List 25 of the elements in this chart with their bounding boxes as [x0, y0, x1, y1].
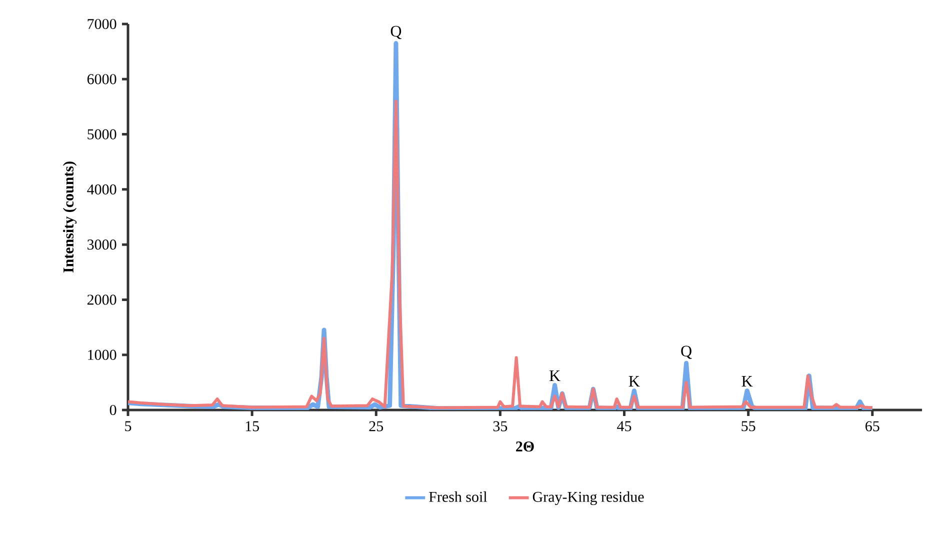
legend-label: Fresh soil [429, 491, 488, 502]
legend-label: Gray-King residue [532, 491, 644, 506]
annotation: K [628, 376, 640, 386]
x-axis-title: 2Θ [516, 441, 534, 452]
annotation: K [742, 376, 753, 386]
y-tick-label: 4000 [87, 184, 116, 194]
y-axis-title: Intensity (counts) [62, 162, 77, 273]
line-series [128, 100, 874, 410]
x-tick-label: 65 [866, 421, 880, 432]
x-tick-label: 55 [742, 421, 756, 432]
y-tick-label: 6000 [87, 74, 116, 84]
annotation: Q [390, 26, 402, 40]
y-tick-label: 3000 [88, 240, 116, 250]
y-tick-label: 2000 [87, 294, 116, 305]
x-tick-label: 5 [125, 421, 132, 432]
x-tick-label: 45 [617, 421, 632, 432]
y-tick-label: 0 [110, 404, 116, 416]
x-tick-label: 15 [246, 421, 259, 432]
y-tick-label: 5000 [88, 129, 116, 140]
x-tick-label: 25 [369, 421, 384, 432]
annotation: K [549, 370, 560, 381]
y-tick-label: 7000 [88, 18, 116, 30]
x-tick-label: 35 [493, 421, 508, 432]
y-tick-label: 1000 [88, 350, 116, 360]
annotation: Q [681, 346, 692, 359]
